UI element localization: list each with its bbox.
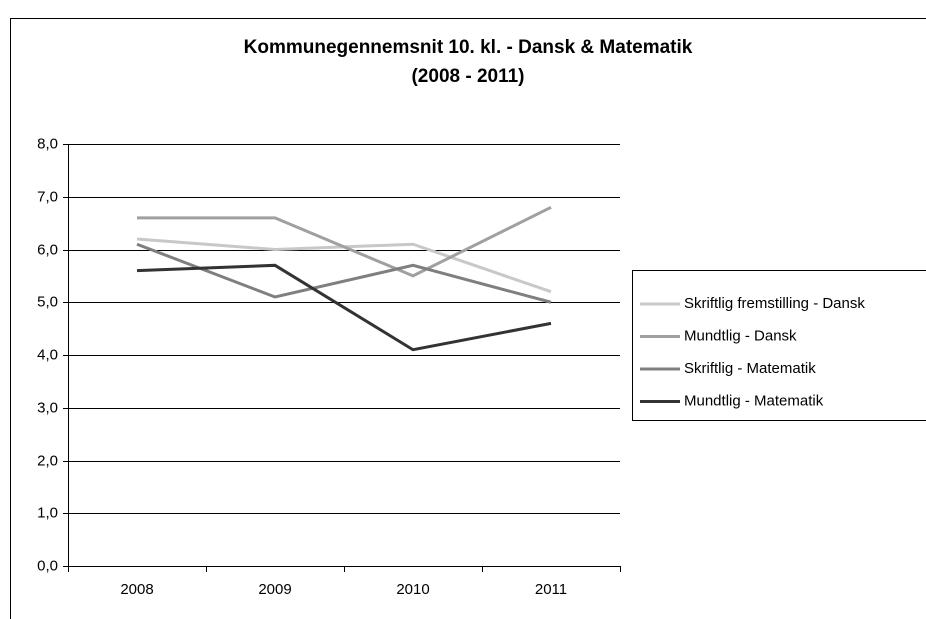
x-tick-label: 2009 (258, 581, 291, 598)
y-tick-label: 6,0 (37, 241, 58, 258)
y-tick-label: 5,0 (37, 293, 58, 310)
legend-label: Skriftlig fremstilling - Dansk (684, 295, 865, 312)
x-tick-label: 2010 (396, 581, 429, 598)
x-tick-label: 2011 (535, 581, 567, 598)
legend-box (632, 270, 926, 421)
x-tick-label: 2008 (120, 581, 153, 598)
legend-label: Mundtlig - Matematik (684, 392, 824, 409)
series-line (136, 242, 552, 304)
y-tick-label: 3,0 (37, 399, 58, 416)
y-tick-label: 7,0 (37, 188, 58, 205)
chart-subtitle: (2008 - 2011) (411, 66, 524, 87)
series-line (136, 263, 552, 352)
y-tick-label: 0,0 (37, 557, 58, 574)
chart-title: Kommunegennemsnit 10. kl. - Dansk & Mate… (244, 37, 693, 58)
series-line (137, 205, 552, 278)
y-tick-label: 2,0 (37, 452, 58, 469)
y-tick-label: 8,0 (37, 135, 58, 152)
y-tick-label: 1,0 (37, 504, 58, 521)
legend-label: Skriftlig - Matematik (684, 360, 816, 377)
legend-label: Mundtlig - Dansk (684, 327, 797, 344)
y-tick-label: 4,0 (37, 346, 58, 363)
